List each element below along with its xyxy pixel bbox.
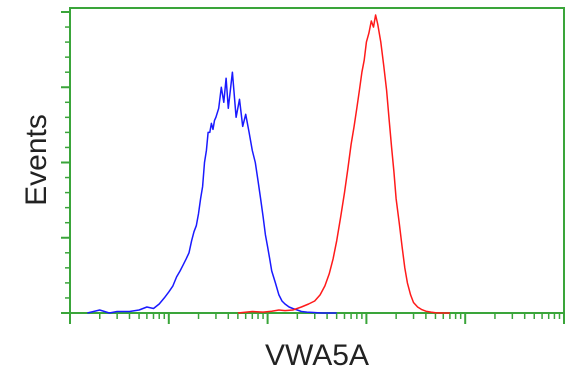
histogram-series-2 [237,14,450,314]
x-axis-label: VWA5A [265,339,369,372]
plot-area [69,7,565,314]
histogram-series-1 [87,71,337,314]
axis-ticks [61,11,565,324]
series-layer [87,14,450,314]
y-axis-label: Events [20,114,53,206]
